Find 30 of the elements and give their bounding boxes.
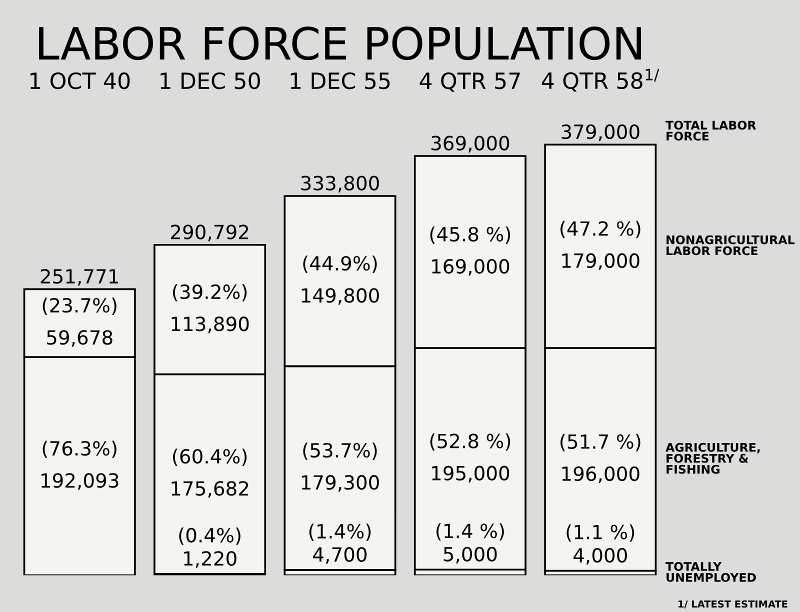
x-tick-label: 1 DEC 50 bbox=[160, 72, 260, 90]
data-label: (53.7%) 179,300 bbox=[302, 442, 379, 492]
data-label: (1.1 %) 4,000 bbox=[566, 524, 634, 565]
x-tick-label: 1 OCT 40 bbox=[30, 72, 130, 90]
data-label: (76.3%) 192,093 bbox=[42, 440, 118, 490]
total-label: 379,000 bbox=[562, 124, 640, 142]
x-tick-label: 4 QTR 58$^{1/}$ bbox=[542, 68, 660, 92]
data-label: (39.2%) 113,890 bbox=[172, 284, 249, 334]
data-label: (0.4%) 1,220 bbox=[179, 528, 240, 568]
total-label: 333,800 bbox=[301, 176, 379, 192]
total-label: 251,771 bbox=[40, 268, 118, 286]
data-label: (51.7 %) 196,000 bbox=[560, 434, 640, 484]
series-label: AGRICULTURE, FORESTRY & FISHING bbox=[666, 442, 760, 474]
x-tick-label: 4 QTR 57 bbox=[420, 72, 520, 92]
series-label: TOTALLY UNEMPLOYED bbox=[666, 562, 756, 582]
data-label: (47.2 %) 179,000 bbox=[560, 220, 640, 270]
text: 1/ LATEST ESTIMATE bbox=[678, 600, 788, 608]
data-label: (44.9%) 149,800 bbox=[302, 256, 379, 305]
series-label: NONAGRICULTURAL LABOR FORCE bbox=[666, 235, 794, 256]
total-label: 290,792 bbox=[171, 224, 248, 242]
text: TOTAL LABOR FORCE bbox=[666, 120, 756, 141]
data-label: (45.8 %) 169,000 bbox=[430, 226, 510, 276]
data-label: (23.7%) 59,678 bbox=[42, 298, 116, 347]
data-label: (60.4%) 175,682 bbox=[172, 448, 248, 498]
chart-title: LABOR FORCE POPULATION bbox=[39, 26, 641, 60]
total-label: 369,000 bbox=[431, 136, 510, 152]
data-label: (52.8 %) 195,000 bbox=[430, 433, 510, 482]
x-tick-label: 1 DEC 55 bbox=[290, 72, 390, 90]
data-label: (1.4%) 4,700 bbox=[309, 524, 371, 564]
data-label: (1.4 %) 5,000 bbox=[436, 523, 504, 564]
